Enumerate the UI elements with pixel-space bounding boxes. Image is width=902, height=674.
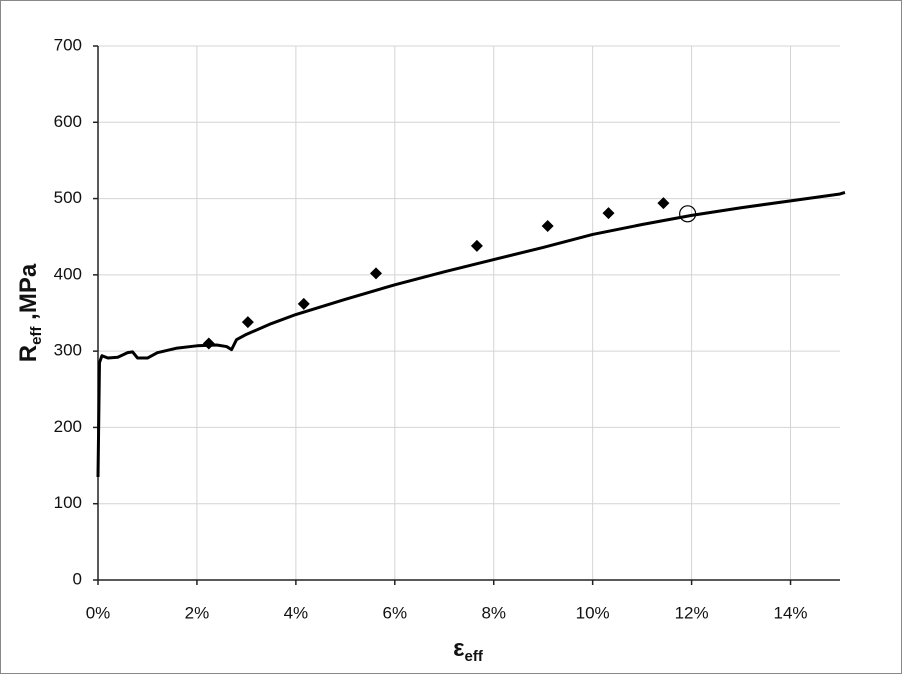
- y-tick-label: 200: [54, 417, 82, 436]
- diamond-marker: [241, 316, 254, 329]
- x-label-sub: eff: [465, 648, 484, 665]
- curve: [96, 191, 846, 478]
- x-tick-label: 4%: [284, 603, 309, 622]
- diamond-marker: [370, 267, 383, 280]
- x-tick-label: 0%: [86, 603, 111, 622]
- circle-marker: [679, 205, 697, 223]
- x-tick-label: 8%: [481, 603, 506, 622]
- diamond-marker: [297, 297, 310, 310]
- y-tick-label: 300: [54, 341, 82, 360]
- diamond-marker: [602, 207, 615, 220]
- y-axis-label: Reff ,MPa: [15, 263, 45, 362]
- x-label-main: ε: [453, 635, 464, 662]
- diamond-marker: [541, 220, 554, 233]
- diamond-marker: [202, 337, 215, 350]
- diamond-marker: [470, 239, 483, 252]
- x-tick-label: 6%: [383, 603, 408, 622]
- y-tick-label: 0: [73, 569, 82, 588]
- y-label-main: R: [15, 345, 42, 362]
- y-label-rest: ,MPa: [15, 263, 42, 326]
- y-tick-label: 600: [54, 112, 82, 131]
- x-axis-label: εeff: [453, 635, 484, 665]
- x-tick-label: 12%: [675, 603, 709, 622]
- y-tick-label: 500: [54, 188, 82, 207]
- x-tick-label: 2%: [185, 603, 210, 622]
- y-tick-label: 400: [54, 264, 82, 283]
- y-tick-label: 700: [54, 35, 82, 54]
- x-tick-label: 10%: [576, 603, 610, 622]
- x-tick-label: 14%: [774, 603, 808, 622]
- y-label-sub: eff: [28, 326, 45, 345]
- diamond-marker: [657, 197, 670, 210]
- y-tick-label: 100: [54, 493, 82, 512]
